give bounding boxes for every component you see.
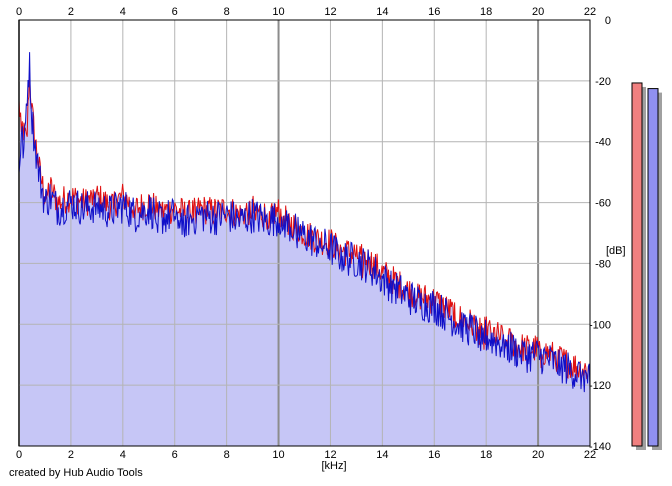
x-tick-label-top: 8 [224, 6, 230, 18]
x-tick-label-top: 6 [172, 6, 178, 18]
y-axis-title: [dB] [606, 245, 626, 257]
x-tick-label-bottom: 12 [324, 449, 336, 461]
x-tick-label-top: 20 [532, 6, 544, 18]
x-tick-label-bottom: 4 [120, 449, 126, 461]
x-tick-label-top: 0 [16, 6, 22, 18]
x-tick-label-top: 14 [376, 6, 388, 18]
x-tick-label-bottom: 14 [376, 449, 388, 461]
grid-layer [18, 19, 591, 447]
y-tick-label: -40 [595, 137, 611, 149]
series-line-left [18, 72, 591, 383]
x-tick-label-top: 2 [68, 6, 74, 18]
y-tick-label: 0 [605, 15, 611, 27]
spectrum-fill-layer [19, 52, 590, 446]
x-tick-label-top: 12 [324, 6, 336, 18]
spectrum-fill [19, 52, 590, 446]
y-tick-label: -100 [589, 319, 611, 331]
level-meter-left [631, 82, 643, 447]
x-tick-label-top: 10 [272, 6, 284, 18]
y-tick-label: -60 [595, 198, 611, 210]
x-tick-label-bottom: 16 [428, 449, 440, 461]
series-layer [18, 52, 591, 393]
y-tick-label: -140 [589, 441, 611, 453]
x-tick-label-top: 4 [120, 6, 126, 18]
x-tick-label-top: 16 [428, 6, 440, 18]
y-tick-labels: 0 -20 -40 -60 -80 -100 -120 -140 [589, 15, 611, 453]
x-axis-title: [kHz] [321, 460, 346, 472]
x-tick-label-bottom: 10 [272, 449, 284, 461]
level-meters [631, 82, 662, 450]
x-tick-label-bottom: 20 [532, 449, 544, 461]
x-tick-label-bottom: 8 [224, 449, 230, 461]
y-tick-label: -120 [589, 380, 611, 392]
x-tick-label-bottom: 0 [16, 449, 22, 461]
x-tick-label-bottom: 2 [68, 449, 74, 461]
x-tick-label-top: 22 [584, 6, 596, 18]
level-meter-right [647, 88, 659, 447]
series-line-right [18, 52, 591, 393]
credit-text: created by Hub Audio Tools [9, 467, 143, 479]
y-tick-label: -20 [595, 76, 611, 88]
x-tick-label-bottom: 6 [172, 449, 178, 461]
x-tick-label-top: 18 [480, 6, 492, 18]
x-tick-label-bottom: 22 [584, 449, 596, 461]
plot-frame [18, 19, 591, 447]
y-tick-label: -80 [595, 258, 611, 270]
x-tick-label-bottom: 18 [480, 449, 492, 461]
